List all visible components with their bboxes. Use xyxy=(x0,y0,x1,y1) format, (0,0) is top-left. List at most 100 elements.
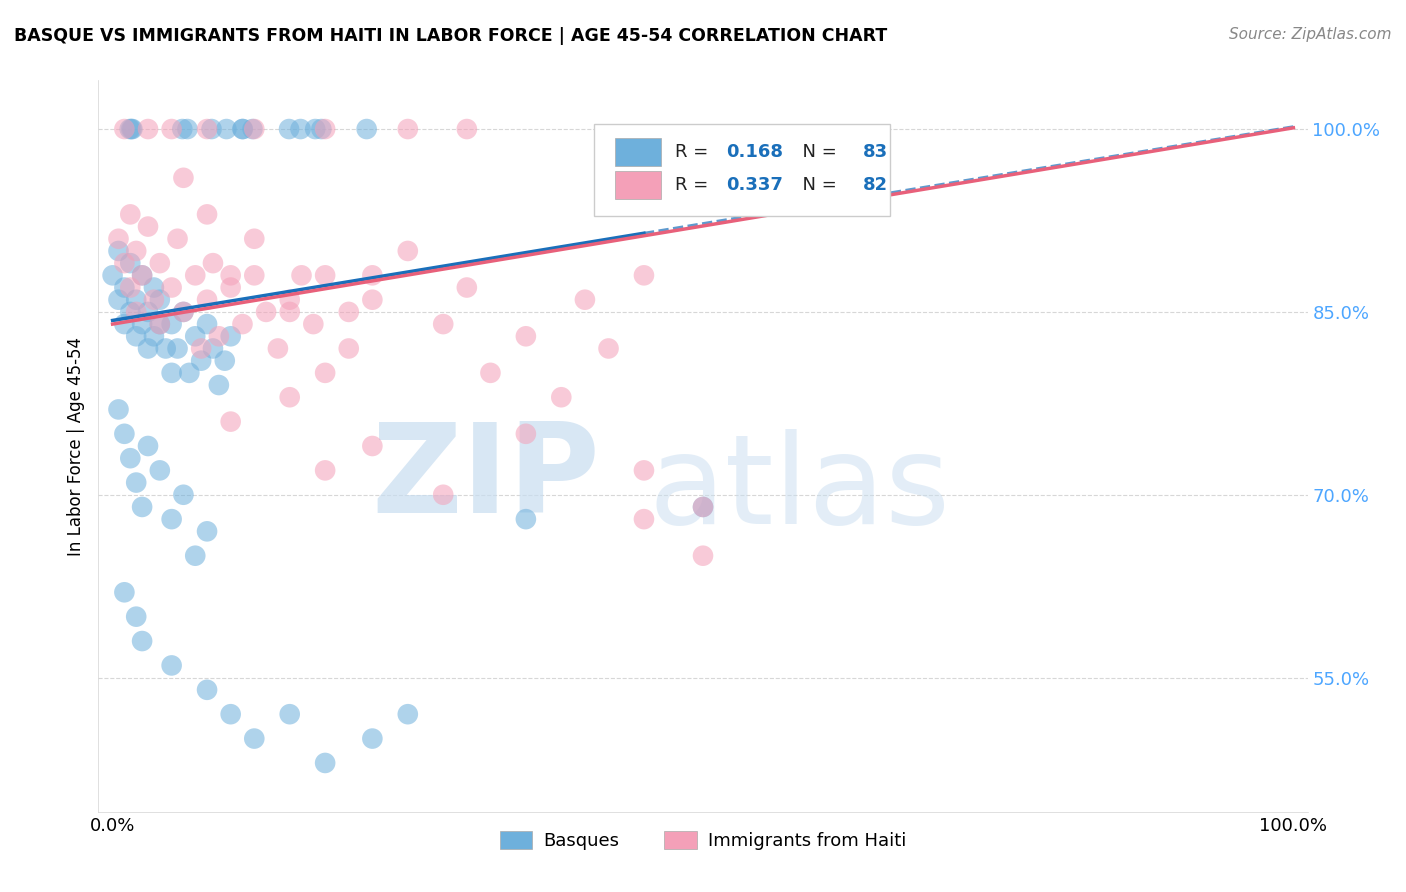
Immigrants from Haiti xyxy=(633,463,655,477)
Basques xyxy=(166,342,188,356)
Basques xyxy=(131,268,153,283)
Immigrants from Haiti xyxy=(361,268,384,283)
Immigrants from Haiti xyxy=(337,305,360,319)
Immigrants from Haiti xyxy=(515,329,537,343)
Basques xyxy=(179,366,201,380)
Basques xyxy=(149,317,172,331)
Text: ZIP: ZIP xyxy=(371,418,600,540)
Immigrants from Haiti xyxy=(136,219,159,234)
Basques xyxy=(107,402,129,417)
Text: atlas: atlas xyxy=(648,429,950,550)
Immigrants from Haiti xyxy=(243,268,266,283)
Basques xyxy=(136,342,159,356)
Basques xyxy=(112,585,135,599)
Immigrants from Haiti xyxy=(479,366,502,380)
Immigrants from Haiti xyxy=(131,268,153,283)
Basques xyxy=(101,268,124,283)
Immigrants from Haiti xyxy=(112,122,135,136)
Immigrants from Haiti xyxy=(160,280,183,294)
Immigrants from Haiti xyxy=(314,122,336,136)
Basques xyxy=(160,317,183,331)
Basques xyxy=(107,293,129,307)
Text: 0.168: 0.168 xyxy=(725,143,783,161)
Basques xyxy=(131,500,153,514)
Immigrants from Haiti xyxy=(208,329,231,343)
Immigrants from Haiti xyxy=(243,232,266,246)
Basques xyxy=(184,329,207,343)
Basques xyxy=(172,305,194,319)
Immigrants from Haiti xyxy=(633,512,655,526)
Basques xyxy=(195,682,218,697)
Basques xyxy=(131,317,153,331)
Basques xyxy=(278,707,301,722)
Immigrants from Haiti xyxy=(302,317,325,331)
Immigrants from Haiti xyxy=(172,305,194,319)
Immigrants from Haiti xyxy=(432,488,454,502)
Basques xyxy=(136,305,159,319)
Immigrants from Haiti xyxy=(231,317,253,331)
Immigrants from Haiti xyxy=(107,232,129,246)
Immigrants from Haiti xyxy=(692,500,714,514)
Basques xyxy=(160,366,183,380)
Basques xyxy=(112,280,135,294)
Basques xyxy=(243,731,266,746)
Basques xyxy=(314,756,336,770)
Immigrants from Haiti xyxy=(160,122,183,136)
Immigrants from Haiti xyxy=(219,280,242,294)
Basques xyxy=(125,475,148,490)
Immigrants from Haiti xyxy=(396,244,419,258)
Bar xyxy=(614,171,661,199)
Immigrants from Haiti xyxy=(550,390,572,404)
Immigrants from Haiti xyxy=(120,280,142,294)
Immigrants from Haiti xyxy=(290,268,312,283)
Basques xyxy=(125,609,148,624)
Immigrants from Haiti xyxy=(314,463,336,477)
Basques xyxy=(120,451,142,466)
Basques xyxy=(311,122,333,136)
Basques xyxy=(120,122,142,136)
Immigrants from Haiti xyxy=(219,415,242,429)
Immigrants from Haiti xyxy=(278,293,301,307)
Basques xyxy=(195,524,218,539)
Basques xyxy=(214,353,236,368)
Basques xyxy=(219,707,242,722)
Basques xyxy=(219,329,242,343)
Basques xyxy=(201,342,224,356)
Basques xyxy=(195,317,218,331)
Basques xyxy=(107,244,129,258)
Basques xyxy=(190,353,212,368)
Immigrants from Haiti xyxy=(125,244,148,258)
Immigrants from Haiti xyxy=(195,293,218,307)
FancyBboxPatch shape xyxy=(595,124,890,216)
Basques xyxy=(232,122,254,136)
Text: BASQUE VS IMMIGRANTS FROM HAITI IN LABOR FORCE | AGE 45-54 CORRELATION CHART: BASQUE VS IMMIGRANTS FROM HAITI IN LABOR… xyxy=(14,27,887,45)
Basques xyxy=(200,122,222,136)
Immigrants from Haiti xyxy=(515,426,537,441)
Immigrants from Haiti xyxy=(142,293,165,307)
Basques xyxy=(231,122,253,136)
Immigrants from Haiti xyxy=(267,342,290,356)
Basques xyxy=(361,731,384,746)
Immigrants from Haiti xyxy=(172,170,194,185)
Immigrants from Haiti xyxy=(219,268,242,283)
Immigrants from Haiti xyxy=(195,207,218,221)
Text: 83: 83 xyxy=(863,143,887,161)
Basques xyxy=(184,549,207,563)
Immigrants from Haiti xyxy=(278,305,301,319)
Basques xyxy=(149,293,172,307)
Text: 0.337: 0.337 xyxy=(725,176,783,194)
Text: R =: R = xyxy=(675,143,714,161)
Legend: Basques, Immigrants from Haiti: Basques, Immigrants from Haiti xyxy=(492,823,914,857)
Basques xyxy=(396,707,419,722)
Basques xyxy=(155,342,177,356)
Immigrants from Haiti xyxy=(184,268,207,283)
Basques xyxy=(149,463,172,477)
Immigrants from Haiti xyxy=(254,305,277,319)
Basques xyxy=(172,488,194,502)
Immigrants from Haiti xyxy=(201,256,224,270)
Immigrants from Haiti xyxy=(456,122,478,136)
Basques xyxy=(160,658,183,673)
Immigrants from Haiti xyxy=(361,293,384,307)
Immigrants from Haiti xyxy=(149,256,172,270)
Basques xyxy=(118,122,141,136)
